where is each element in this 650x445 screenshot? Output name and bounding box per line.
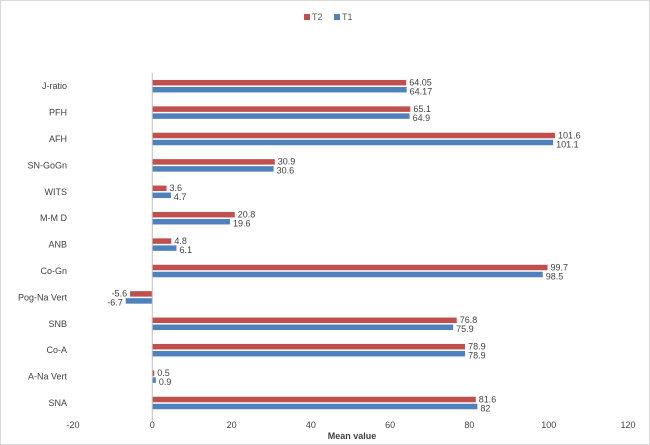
data-label-t1-j-ratio: 64.17 — [410, 86, 433, 96]
bar-t1-afh — [152, 139, 554, 146]
bar-t2-wits — [152, 185, 167, 192]
legend-swatch-t1 — [334, 14, 340, 20]
category-label-j-ratio: J-ratio — [42, 81, 67, 91]
data-label-t2-sna: 81.6 — [479, 394, 497, 404]
data-label-t1-m-m-d: 19.6 — [233, 218, 251, 228]
data-label-t2-snb: 76.8 — [460, 315, 478, 325]
data-label-t1-snb: 75.9 — [456, 324, 474, 334]
legend-swatch-t2 — [304, 14, 310, 20]
bar-t1-pfh — [152, 113, 410, 119]
data-label-t1-pfh: 64.9 — [413, 113, 431, 123]
category-label-pog-na-vert: Pog-Na Vert — [18, 292, 68, 302]
data-label-t1-sn-gogn: 30.6 — [277, 166, 295, 176]
data-label-t1-anb: 6.1 — [179, 245, 192, 255]
x-tick-label-80: 80 — [464, 420, 474, 430]
data-label-t1-sna: 82 — [480, 403, 490, 413]
category-label-snb: SNB — [48, 319, 67, 329]
x-tick-label-60: 60 — [385, 420, 395, 430]
bars-group: 64.0564.1765.164.9101.6101.130.930.63.64… — [107, 77, 580, 413]
bar-t1-co-a — [152, 350, 466, 357]
data-label-t2-a-na-vert: 0.5 — [157, 368, 170, 378]
data-label-t1-a-na-vert: 0.9 — [159, 377, 172, 387]
data-label-t1-pog-na-vert: -6.7 — [107, 298, 123, 308]
bar-t2-anb — [152, 238, 172, 244]
category-label-anb: ANB — [48, 240, 67, 250]
data-label-t1-afh: 101.1 — [556, 139, 579, 149]
x-axis-title: Mean value — [328, 431, 377, 441]
data-label-t1-wits: 4.7 — [174, 192, 187, 202]
legend-label-t2: T2 — [312, 12, 323, 22]
data-label-t2-afh: 101.6 — [558, 130, 581, 140]
bar-t2-co-gn — [152, 264, 548, 271]
bar-t2-j-ratio — [152, 79, 407, 86]
bar-t1-snb — [152, 324, 454, 331]
data-label-t2-co-a: 78.9 — [468, 341, 486, 351]
legend-label-t1: T1 — [342, 12, 353, 22]
bar-t1-m-m-d — [152, 218, 230, 225]
category-label-wits: WITS — [45, 187, 68, 197]
x-tick-label-120: 120 — [620, 420, 635, 430]
category-label-sna: SNA — [48, 398, 67, 408]
x-tick-label-40: 40 — [306, 420, 316, 430]
data-label-t1-co-gn: 98.5 — [546, 271, 564, 281]
x-tick-label-0: 0 — [150, 420, 155, 430]
x-tick-label-20: -20 — [66, 420, 79, 430]
bar-t2-snb — [152, 317, 457, 324]
data-label-t1-co-a: 78.9 — [468, 350, 486, 360]
bar-t1-sna — [152, 403, 478, 410]
data-label-t2-m-m-d: 20.8 — [238, 209, 256, 219]
bar-t1-anb — [152, 245, 177, 251]
bar-t1-j-ratio — [152, 86, 407, 93]
legend: T2 T1 — [304, 12, 353, 22]
bar-t1-sn-gogn — [152, 166, 274, 172]
data-label-t2-anb: 4.8 — [174, 236, 187, 246]
bar-t2-pog-na-vert — [130, 291, 153, 297]
data-label-t2-sn-gogn: 30.9 — [278, 157, 296, 167]
category-label-co-gn: Co-Gn — [40, 266, 67, 276]
bar-t2-m-m-d — [152, 211, 235, 218]
bar-t1-pog-na-vert — [125, 298, 153, 304]
axis-group: J-ratio PFH AFH SN-GoGn WITS M-M D ANB Co-Gn Pog… — [18, 73, 636, 430]
bar-t2-sna — [152, 396, 476, 403]
x-tick-label-100: 100 — [541, 420, 556, 430]
data-label-t2-pog-na-vert: -5.6 — [112, 289, 128, 299]
bar-t1-a-na-vert — [152, 377, 156, 383]
category-label-a-na-vert: A-Na Vert — [28, 372, 68, 382]
category-label-sn-gogn: SN-GoGn — [27, 160, 67, 170]
bar-t2-afh — [152, 132, 556, 139]
category-label-afh: AFH — [49, 134, 67, 144]
bar-t1-wits — [152, 192, 171, 199]
bar-t2-co-a — [152, 343, 466, 350]
category-label-co-a: Co-A — [46, 345, 67, 355]
data-label-t2-j-ratio: 64.05 — [409, 77, 432, 87]
bar-t1-co-gn — [152, 271, 543, 278]
bar-t2-sn-gogn — [152, 159, 275, 165]
bar-t2-a-na-vert — [152, 370, 155, 376]
x-tick-label-20: 20 — [227, 420, 237, 430]
data-label-t2-pfh: 65.1 — [413, 104, 431, 114]
category-label-pfh: PFH — [49, 108, 67, 118]
bar-t2-pfh — [152, 106, 411, 112]
data-label-t2-co-gn: 99.7 — [551, 262, 569, 272]
category-label-m-m-d: M-M D — [40, 213, 67, 223]
data-label-t2-wits: 3.6 — [170, 183, 183, 193]
